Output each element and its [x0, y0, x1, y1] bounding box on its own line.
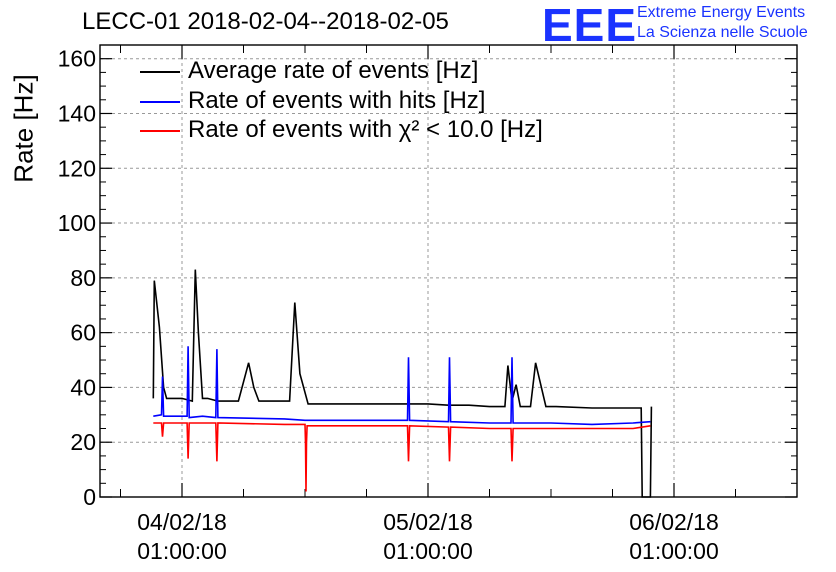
x-tick-date: 06/02/18: [629, 509, 719, 535]
y-tick-label: 40: [70, 374, 96, 400]
y-tick-label: 0: [83, 484, 96, 510]
legend-label: Rate of events with χ² < 10.0 [Hz]: [188, 116, 543, 143]
legend-swatch: [140, 130, 180, 132]
x-tick-date: 05/02/18: [383, 509, 473, 535]
x-tick-time: 01:00:00: [383, 538, 473, 564]
x-tick-time: 01:00:00: [629, 538, 719, 564]
x-tick-label: 05/02/18 01:00:00: [368, 508, 488, 566]
y-tick-label: 160: [58, 46, 96, 72]
y-tick-label: 60: [70, 320, 96, 346]
y-tick-label: 100: [58, 210, 96, 236]
y-tick-label: 140: [58, 100, 96, 126]
plot-frame: [99, 44, 798, 498]
series-line-1: [152, 269, 653, 498]
x-tick-label: 04/02/18 01:00:00: [122, 508, 242, 566]
legend-label: Rate of events with hits [Hz]: [188, 87, 486, 114]
series-line-3: [153, 422, 651, 492]
series-line-2: [153, 346, 651, 426]
logo-line-1: Extreme Energy Events: [637, 4, 806, 21]
y-tick-label: 120: [58, 155, 96, 181]
legend-label: Average rate of events [Hz]: [188, 57, 479, 84]
eee-logo: EEE: [542, 0, 638, 51]
legend-swatch: [140, 71, 180, 73]
x-tick-time: 01:00:00: [137, 538, 227, 564]
chart-title: LECC-01 2018-02-04--2018-02-05: [82, 8, 449, 35]
series-group: [152, 269, 653, 498]
x-tick-label: 06/02/18 01:00:00: [614, 508, 734, 566]
y-axis-label: Rate [Hz]: [8, 74, 39, 183]
axes-ticks: 0 20 40 60 80 100 120 140 160: [58, 44, 798, 510]
y-tick-label: 20: [70, 429, 96, 455]
x-tick-date: 04/02/18: [137, 509, 227, 535]
y-tick-label: 80: [70, 265, 96, 291]
legend-swatch: [140, 101, 180, 103]
logo-line-2: La Scienza nelle Scuole: [637, 24, 808, 41]
